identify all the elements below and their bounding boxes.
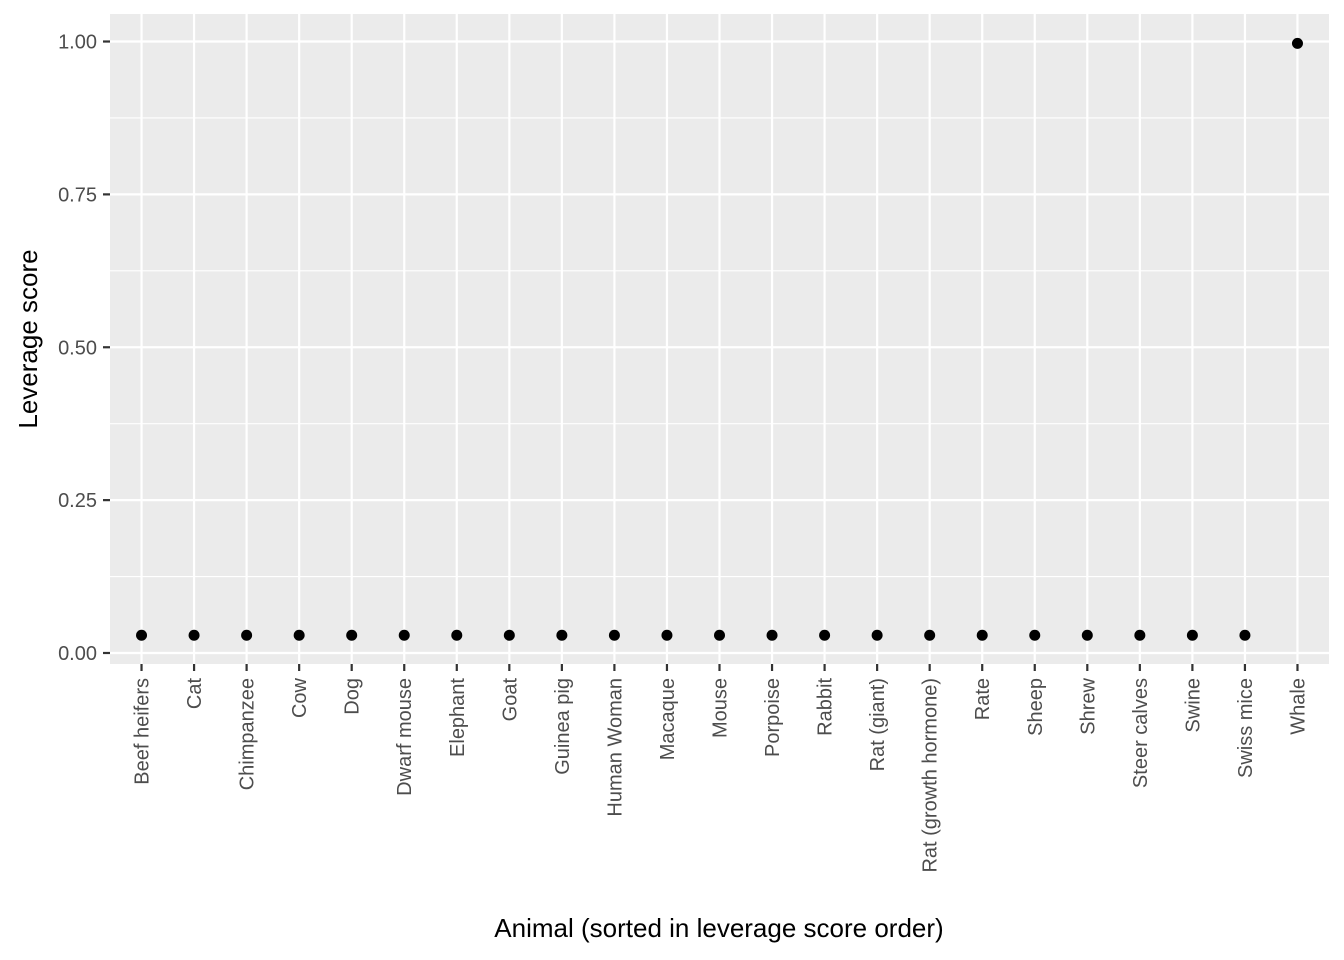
x-tick-label: Guinea pig — [552, 678, 574, 775]
data-point — [293, 629, 305, 641]
data-point — [556, 629, 568, 641]
x-tick-label: Porpoise — [762, 678, 784, 757]
data-point — [1081, 629, 1093, 641]
data-point — [871, 629, 883, 641]
x-tick-label: Macaque — [657, 678, 679, 760]
x-tick-label: Rat (growth hormone) — [920, 678, 942, 873]
y-tick-label: 1.00 — [58, 32, 97, 54]
x-tick-label: Elephant — [447, 678, 469, 757]
x-tick-label: Dwarf mouse — [394, 678, 416, 796]
x-tick-label: Beef heifers — [132, 678, 154, 785]
x-tick-label: Shrew — [1077, 677, 1099, 734]
data-point — [1029, 629, 1041, 641]
data-point — [398, 629, 410, 641]
x-tick-label: Steer calves — [1130, 678, 1152, 788]
x-tick-label: Swiss mice — [1235, 678, 1257, 778]
x-tick-label: Human Woman — [604, 678, 626, 817]
data-point — [451, 629, 463, 641]
data-point — [1291, 37, 1303, 49]
data-point — [188, 629, 200, 641]
x-tick-label: Rat (giant) — [867, 678, 889, 771]
data-point — [766, 629, 778, 641]
axes: 0.00 0.25 0.50 0.75 1.00 Beef heifers Cat Chimp… — [58, 32, 1309, 873]
data-point — [241, 629, 253, 641]
x-tick-label: Chimpanzee — [237, 678, 259, 790]
grid-lines — [110, 14, 1329, 664]
data-point — [346, 629, 358, 641]
x-tick-label: Sheep — [1025, 678, 1047, 736]
x-tick-label: Swine — [1182, 678, 1204, 732]
x-tick-label: Goat — [499, 678, 521, 722]
data-point — [976, 629, 988, 641]
x-axis-title: Animal (sorted in leverage score order) — [494, 913, 943, 943]
data-point — [924, 629, 936, 641]
data-point — [136, 629, 148, 641]
x-tick-label: Cow — [289, 677, 311, 718]
data-point — [503, 629, 515, 641]
x-tick-label: Rate — [972, 678, 994, 720]
data-point — [714, 629, 725, 641]
x-tick-label: Whale — [1287, 678, 1309, 735]
y-tick-label: 0.00 — [58, 643, 97, 665]
data-point — [1239, 629, 1251, 641]
y-tick-label: 0.75 — [58, 184, 97, 206]
x-tick-label: Mouse — [710, 678, 732, 738]
x-tick-label: Dog — [342, 678, 364, 715]
data-point — [819, 629, 831, 641]
data-point — [1186, 629, 1198, 641]
data-point — [1134, 629, 1146, 641]
y-tick-label: 0.25 — [58, 490, 97, 512]
data-points — [136, 37, 1303, 641]
y-axis-title: Leverage score — [13, 249, 43, 428]
data-point — [661, 629, 673, 641]
y-tick-label: 0.50 — [58, 337, 97, 359]
x-tick-label: Rabbit — [815, 678, 837, 736]
x-tick-label: Cat — [184, 678, 206, 710]
data-point — [608, 629, 620, 641]
